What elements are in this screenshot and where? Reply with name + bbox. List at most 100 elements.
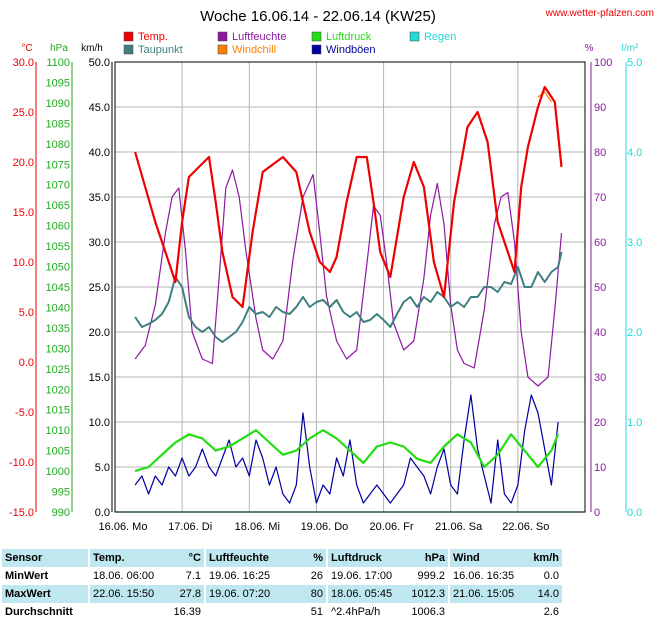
tick-label-kmh: 15.0 <box>89 372 110 384</box>
cell: 1006.3 <box>406 603 449 621</box>
legend-label-windchill: Windchill <box>232 44 276 56</box>
tick-label-percent: 100 <box>594 57 612 69</box>
tick-label-percent: 10 <box>594 462 606 474</box>
tick-label-kmh: 40.0 <box>89 147 110 159</box>
tick-label-hpa: 1070 <box>46 180 70 192</box>
tick-label-celsius: -10.0 <box>9 457 34 469</box>
x-tick-label: 20.06. Fr <box>370 521 414 533</box>
site-url: www.wetter-pfalzen.com <box>545 8 654 19</box>
legend-swatch-windchill <box>217 44 228 55</box>
tick-label-percent: 40 <box>594 327 606 339</box>
tick-label-percent: 70 <box>594 192 606 204</box>
chart-title: Woche 16.06.14 - 22.06.14 (KW25) <box>200 8 436 25</box>
tick-label-celsius: 30.0 <box>13 57 34 69</box>
tick-label-percent: 90 <box>594 102 606 114</box>
tick-label-rain: 2.0 <box>627 327 642 339</box>
legend-label-temp: Temp. <box>138 31 168 43</box>
tick-label-hpa: 1040 <box>46 302 70 314</box>
tick-label-hpa: 1075 <box>46 159 70 171</box>
series-line-windchill <box>537 91 552 103</box>
tick-label-percent: 20 <box>594 417 606 429</box>
cell: 26 <box>297 567 327 585</box>
header-humidity: Luftfeuchte <box>204 549 297 567</box>
table-row: MaxWert 22.06. 15:50 27.8 19.06. 07:20 8… <box>2 585 562 603</box>
series-line-temp <box>134 85 563 309</box>
tick-label-hpa: 1060 <box>46 221 70 233</box>
unit-percent: % <box>585 43 594 54</box>
cell: 27.8 <box>158 585 205 603</box>
header-sensor: Sensor <box>2 549 89 567</box>
tick-label-hpa: 1000 <box>46 466 70 478</box>
x-tick-label: 17.06. Di <box>168 521 212 533</box>
header-temp: Temp. <box>88 549 158 567</box>
tick-label-percent: 80 <box>594 147 606 159</box>
weather-chart: Woche 16.06.14 - 22.06.14 (KW25) www.wet… <box>9 8 654 533</box>
tick-label-rain: 3.0 <box>627 237 642 249</box>
cell: 14.0 <box>520 585 562 603</box>
tick-label-rain: 1.0 <box>627 417 642 429</box>
cell: 18.06. 06:00 <box>88 567 158 585</box>
cell <box>88 603 158 621</box>
plot-frame <box>114 61 586 513</box>
cell: 0.0 <box>520 567 562 585</box>
tick-label-kmh: 5.0 <box>95 462 110 474</box>
unit-celsius: °C <box>21 43 32 54</box>
cell: 18.06. 05:45 <box>326 585 406 603</box>
tick-label-celsius: 15.0 <box>13 207 34 219</box>
row-label: MaxWert <box>2 585 89 603</box>
header-humidity-unit: % <box>297 549 327 567</box>
tick-label-hpa: 1065 <box>46 200 70 212</box>
tick-label-hpa: 1010 <box>46 425 70 437</box>
tick-label-kmh: 0.0 <box>95 507 110 519</box>
tick-label-hpa: 1045 <box>46 282 70 294</box>
cell <box>204 603 297 621</box>
row-label: MinWert <box>2 567 89 585</box>
tick-label-kmh: 10.0 <box>89 417 110 429</box>
tick-label-hpa: 1085 <box>46 118 70 130</box>
tick-label-hpa: 1025 <box>46 364 70 376</box>
legend-swatch-dewpoint <box>123 44 134 55</box>
cell: 80 <box>297 585 327 603</box>
legend-swatch-pressure <box>311 31 322 42</box>
tick-label-celsius: -15.0 <box>9 507 34 519</box>
tick-label-rain: 0.0 <box>627 507 642 519</box>
cell: 7.1 <box>158 567 205 585</box>
x-tick-label: 16.06. Mo <box>99 521 148 533</box>
tick-label-kmh: 25.0 <box>89 282 110 294</box>
tick-label-celsius: 5.0 <box>19 307 34 319</box>
stats-panel: Sensor Temp. °C Luftfeuchte % Luftdruck … <box>0 545 658 621</box>
x-tick-label: 18.06. Mi <box>235 521 280 533</box>
cell: 19.06. 07:20 <box>204 585 297 603</box>
tick-label-hpa: 1100 <box>46 57 70 69</box>
x-tick-label: 22.06. So <box>502 521 549 533</box>
cell: 16.06. 16:35 <box>448 567 520 585</box>
header-pressure: Luftdruck <box>326 549 406 567</box>
cell <box>448 603 520 621</box>
unit-rain: l/m² <box>622 43 639 54</box>
tick-label-percent: 30 <box>594 372 606 384</box>
x-axis-labels: 16.06. Mo 17.06. Di 18.06. Mi 19.06. Do 20.0… <box>99 521 550 533</box>
series-line-dewpoint <box>134 251 563 343</box>
legend-swatch-rain <box>409 31 420 42</box>
tick-label-hpa: 995 <box>52 487 70 499</box>
legend-label-pressure: Luftdruck <box>326 31 372 43</box>
legend-label-rain: Regen <box>424 31 456 43</box>
tick-label-hpa: 1080 <box>46 139 70 151</box>
cell: 21.06. 15:05 <box>448 585 520 603</box>
axes: 30.0 25.0 20.0 15.0 10.0 5.0 0.0 -5.0 -10.0 -15.0… <box>9 57 642 519</box>
tick-label-kmh: 20.0 <box>89 327 110 339</box>
cell: 19.06. 16:25 <box>204 567 297 585</box>
cell: 51 <box>297 603 327 621</box>
tick-label-percent: 50 <box>594 282 606 294</box>
tick-label-percent: 60 <box>594 237 606 249</box>
cell: ^2.4hPa/h <box>326 603 406 621</box>
tick-label-hpa: 1005 <box>46 446 70 458</box>
tick-label-rain: 5.0 <box>627 57 642 69</box>
tick-label-hpa: 990 <box>52 507 70 519</box>
table-row: MinWert 18.06. 06:00 7.1 19.06. 16:25 26… <box>2 567 562 585</box>
tick-label-kmh: 50.0 <box>89 57 110 69</box>
legend-label-dewpoint: Taupunkt <box>138 44 183 56</box>
series-layer <box>115 85 585 513</box>
cell: 16.39 <box>158 603 205 621</box>
